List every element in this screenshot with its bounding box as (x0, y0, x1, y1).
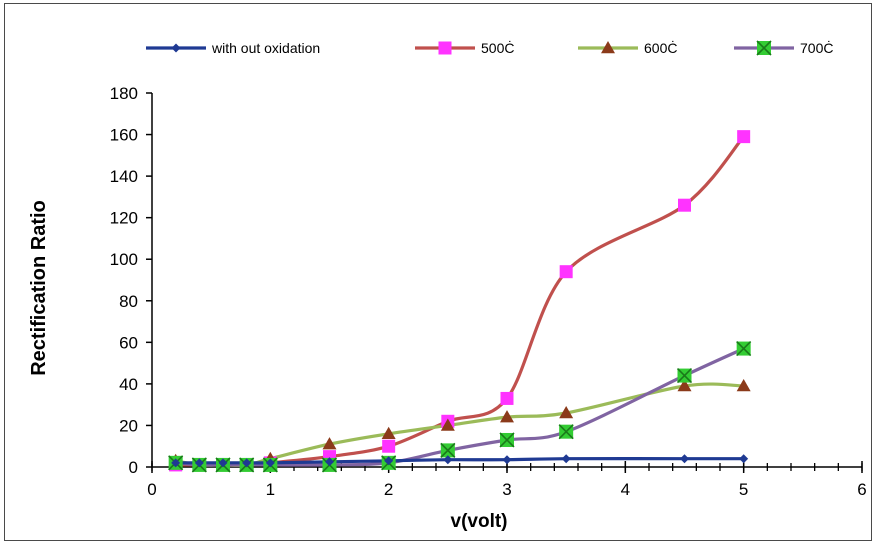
legend-item: with out oxidation (146, 40, 320, 56)
legend-swatch-marker (438, 41, 452, 55)
legend-swatch-marker (171, 43, 181, 53)
legend-label: 600Ċ (644, 39, 677, 56)
x-tick-label: 5 (739, 480, 748, 499)
legend-item: 600Ċ (578, 39, 677, 56)
data-point-series-0 (171, 458, 181, 468)
data-point-series-2 (440, 418, 455, 431)
data-point-series-1 (559, 265, 573, 279)
y-tick-label: 80 (119, 292, 138, 311)
legend: with out oxidation 500Ċ 600Ċ 700Ċ (146, 39, 833, 56)
data-point-series-1 (678, 198, 691, 212)
data-point-series-0 (265, 458, 275, 468)
x-tick-label: 0 (147, 480, 156, 499)
y-tick-label: 160 (110, 126, 138, 145)
data-point-series-3 (736, 341, 752, 357)
series-line-1 (174, 135, 746, 467)
series-line-3 (174, 347, 746, 467)
marker-cross (736, 341, 752, 357)
data-point-series-1 (500, 391, 514, 405)
legend-label: with out oxidation (211, 40, 320, 56)
series-markers (168, 130, 752, 473)
data-point-series-0 (384, 456, 394, 466)
x-axis-title: v(volt) (451, 511, 508, 532)
y-tick-label: 0 (129, 458, 138, 477)
data-point-series-2 (500, 410, 514, 423)
data-point-series-0 (325, 457, 334, 467)
marker-cross (499, 432, 515, 448)
y-tick-label: 60 (119, 333, 138, 352)
x-tick-label: 1 (266, 480, 275, 499)
y-tick-label: 100 (110, 250, 138, 269)
data-point-series-2 (559, 405, 574, 419)
y-tick-label: 120 (110, 209, 138, 228)
data-point-series-0 (443, 455, 453, 465)
legend-swatch-marker (756, 40, 772, 56)
data-point-series-3 (676, 368, 693, 384)
x-tick-label: 3 (502, 480, 511, 499)
data-point-series-0 (502, 455, 512, 465)
y-ticks: 0 20 40 60 80 100 120 140 160 180 (110, 84, 152, 477)
y-tick-label: 40 (119, 375, 138, 394)
data-point-series-2 (736, 378, 751, 392)
marker-cross (440, 442, 456, 458)
x-tick-label: 4 (621, 480, 630, 499)
data-point-series-0 (218, 458, 228, 468)
legend-item: 500Ċ (415, 39, 514, 56)
y-tick-label: 20 (119, 416, 138, 435)
legend-swatch-marker (601, 41, 615, 54)
legend-label: 700Ċ (800, 39, 833, 56)
data-point-series-2 (677, 378, 692, 392)
marker-cross (676, 368, 693, 384)
y-axis-title: Rectification Ratio (28, 200, 50, 376)
data-point-series-0 (242, 458, 252, 468)
y-tick-label: 140 (110, 167, 138, 186)
data-point-series-1 (382, 439, 396, 453)
legend-item: 700Ċ (734, 39, 833, 56)
data-point-series-2 (381, 426, 396, 440)
data-point-series-0 (680, 454, 689, 464)
y-tick-label: 180 (110, 84, 138, 103)
x-tick-label: 6 (857, 480, 866, 499)
data-point-series-0 (739, 454, 749, 464)
data-point-series-0 (561, 454, 571, 464)
marker-cross (558, 424, 574, 440)
series-lines (174, 135, 746, 467)
marker-cross (756, 40, 772, 56)
data-point-series-1 (737, 130, 751, 144)
data-point-series-3 (499, 432, 515, 448)
legend-label: 500Ċ (481, 39, 514, 56)
data-point-series-2 (322, 437, 337, 450)
x-tick-label: 2 (384, 480, 393, 499)
data-point-series-0 (194, 458, 204, 468)
series-line-2 (174, 382, 746, 467)
data-point-series-3 (558, 424, 574, 440)
data-point-series-3 (440, 442, 456, 458)
